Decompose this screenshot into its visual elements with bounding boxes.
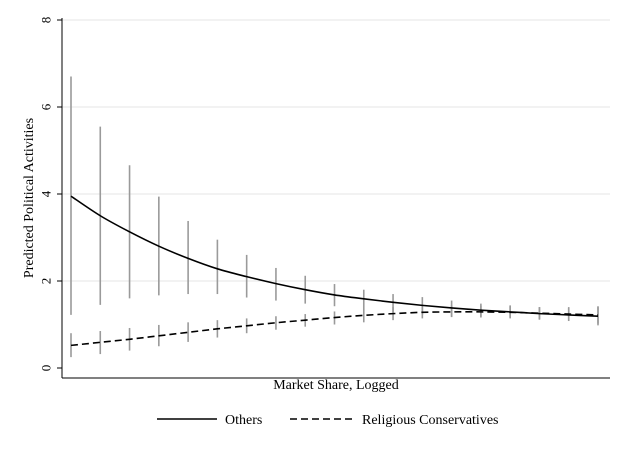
y-axis-title: Predicted Political Activities [22,118,37,278]
y-tick-label-2: 2 [39,278,54,285]
confidence-intervals [70,76,599,358]
y-tick-label-8: 8 [39,17,54,24]
series-line-religious-conservatives [70,311,599,347]
series-lines [70,195,599,347]
legend-label-others: Others [225,413,262,428]
y-tick-label-4: 4 [39,190,54,197]
legend-label-religious-conservatives: Religious Conservatives [362,413,499,428]
y-tick-label-6: 6 [39,103,54,110]
y-ticks: 0 2 4 6 8 [39,17,62,372]
legend: Others Religious Conservatives [157,413,499,428]
x-axis-title: Market Share, Logged [273,378,399,393]
y-tick-label-0: 0 [39,365,54,372]
axes [61,18,610,379]
gridlines [62,19,610,282]
